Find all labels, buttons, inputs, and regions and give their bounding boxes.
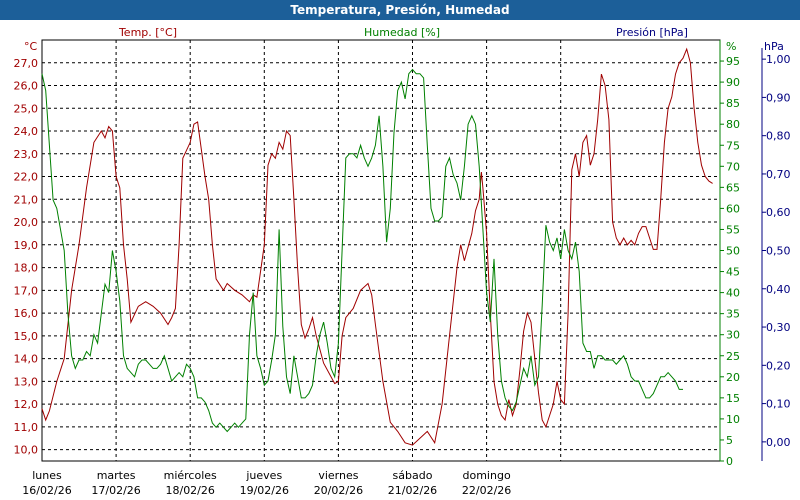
- humidity-tick-label: 75: [726, 139, 740, 152]
- humidity-tick-label: 60: [726, 202, 740, 215]
- temp-tick-label: 11,0: [14, 421, 39, 434]
- humidity-tick-label: 80: [726, 118, 740, 131]
- temp-tick-label: 16,0: [14, 307, 39, 320]
- temp-tick-label: 20,0: [14, 216, 39, 229]
- humidity-tick-label: 15: [726, 392, 740, 405]
- humidity-tick-label: 0: [726, 455, 733, 468]
- humidity-tick-label: 5: [726, 434, 733, 447]
- pressure-axis: 0,00 0,10 0,20 0,30 0,40 0,50 0,60 0,70 0,80 0,90…: [761, 40, 791, 461]
- humidity-tick-label: 50: [726, 245, 740, 258]
- humidity-tick-label: 85: [726, 97, 740, 110]
- series-lines: [41, 47, 713, 446]
- humidity-tick-label: 65: [726, 181, 740, 194]
- temp-tick-label: 15,0: [14, 330, 39, 343]
- x-date-label: 17/02/26: [91, 484, 140, 497]
- x-day-label: jueves: [245, 469, 282, 482]
- pressure-tick-label: 0,20: [766, 359, 791, 372]
- temperature-line: [41, 47, 713, 446]
- temp-tick-label: 26,0: [14, 80, 39, 93]
- temp-series-label: Temp. [°C]: [118, 26, 177, 39]
- temp-tick-label: 19,0: [14, 239, 39, 252]
- pressure-tick-label: 0,50: [766, 245, 791, 258]
- humidity-tick-label: 90: [726, 76, 740, 89]
- x-date-label: 16/02/26: [22, 484, 71, 497]
- humidity-unit-label: %: [726, 40, 736, 53]
- pressure-tick-label: 0,40: [766, 283, 791, 296]
- humidity-tick-label: 95: [726, 55, 740, 68]
- x-axis: lunes 16/02/26 martes 17/02/26 miércoles 18/0…: [22, 469, 511, 497]
- temp-tick-label: 27,0: [14, 57, 39, 70]
- pressure-tick-label: 0,80: [766, 130, 791, 143]
- pressure-tick-label: 0,30: [766, 321, 791, 334]
- humidity-tick-label: 35: [726, 308, 740, 321]
- humidity-series-label: Humedad [%]: [364, 26, 440, 39]
- x-day-label: sábado: [393, 469, 433, 482]
- temp-tick-label: 23,0: [14, 148, 39, 161]
- pressure-unit-label: hPa: [764, 40, 784, 53]
- pressure-tick-label: 0,70: [766, 168, 791, 181]
- x-day-label: domingo: [463, 469, 511, 482]
- pressure-tick-label: 0,90: [766, 91, 791, 104]
- pressure-series-label: Presión [hPa]: [616, 26, 688, 39]
- temp-tick-label: 14,0: [14, 353, 39, 366]
- humidity-tick-label: 25: [726, 350, 740, 363]
- temp-unit-label: °C: [24, 40, 38, 53]
- x-date-label: 20/02/26: [314, 484, 363, 497]
- humidity-tick-label: 20: [726, 371, 740, 384]
- humidity-line: [41, 68, 683, 433]
- humidity-axis: 0 5 10 15 20 25 30 35 40 45 50 55 60 65 70 75 80 85 90 95%: [719, 40, 740, 468]
- x-day-label: martes: [97, 469, 136, 482]
- humidity-tick-label: 40: [726, 287, 740, 300]
- pressure-tick-label: 0,10: [766, 398, 791, 411]
- temp-tick-label: 17,0: [14, 284, 39, 297]
- temp-tick-label: 18,0: [14, 262, 39, 275]
- x-day-label: viernes: [318, 469, 358, 482]
- pressure-tick-label: 1,00: [766, 53, 791, 66]
- humidity-tick-label: 45: [726, 266, 740, 279]
- temp-tick-label: 10,0: [14, 444, 39, 457]
- humidity-tick-label: 10: [726, 413, 740, 426]
- grid-lines: [42, 40, 720, 461]
- x-date-label: 21/02/26: [388, 484, 437, 497]
- chart-title: Temperatura, Presión, Humedad: [0, 0, 800, 20]
- plot-frame: [41, 39, 721, 462]
- series-labels: Temp. [°C] Humedad [%] Presión [hPa]: [118, 26, 688, 39]
- temp-tick-label: 13,0: [14, 375, 39, 388]
- temp-tick-label: 22,0: [14, 171, 39, 184]
- x-day-label: lunes: [32, 469, 62, 482]
- temp-tick-label: 21,0: [14, 193, 39, 206]
- x-date-label: 18/02/26: [165, 484, 214, 497]
- x-date-label: 22/02/26: [462, 484, 511, 497]
- temp-tick-label: 25,0: [14, 102, 39, 115]
- temp-tick-label: 24,0: [14, 125, 39, 138]
- temperature-axis: 10,0 11,0 12,0 13,0 14,0 15,0 16,0 17,0 18,0 19,0…: [14, 40, 39, 457]
- temp-tick-label: 12,0: [14, 398, 39, 411]
- pressure-tick-label: 0,60: [766, 206, 791, 219]
- humidity-tick-label: 30: [726, 329, 740, 342]
- humidity-tick-label: 55: [726, 223, 740, 236]
- humidity-tick-label: 70: [726, 160, 740, 173]
- x-day-label: miércoles: [164, 469, 217, 482]
- x-date-label: 19/02/26: [240, 484, 289, 497]
- pressure-tick-label: 0,00: [766, 436, 791, 449]
